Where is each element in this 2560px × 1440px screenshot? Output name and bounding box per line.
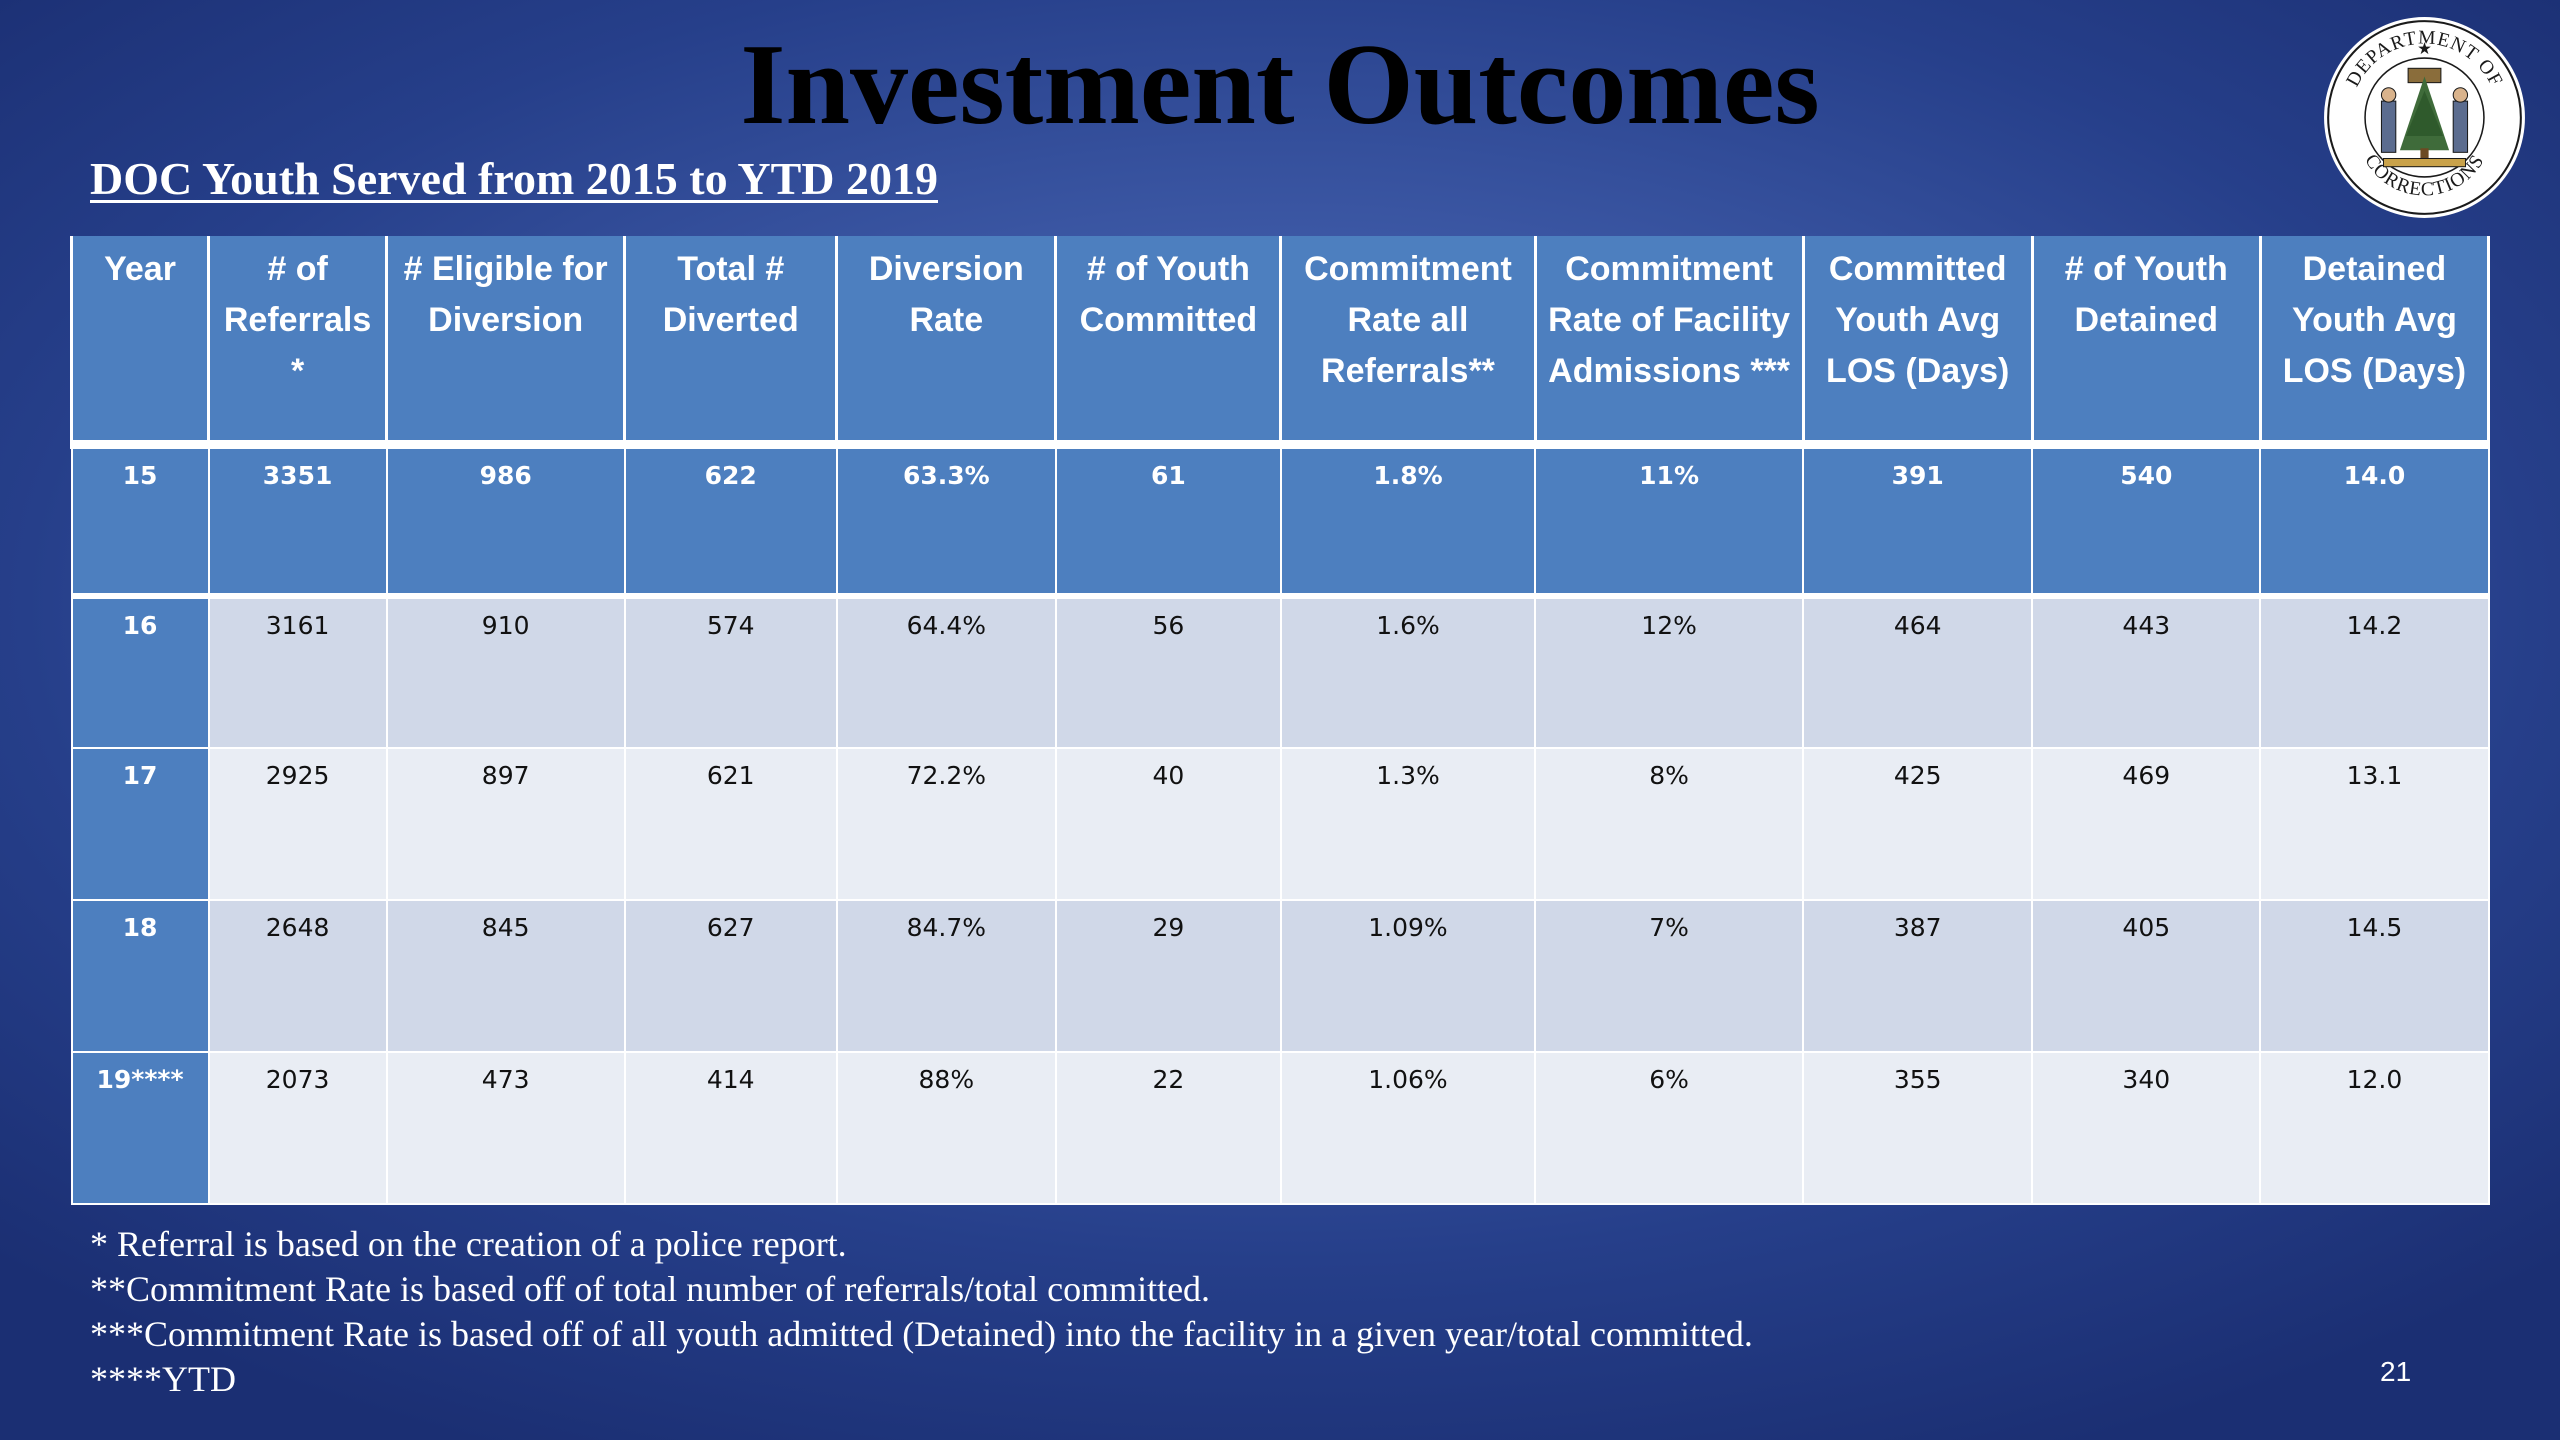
table-cell: 56 <box>1054 595 1282 749</box>
header-committed-avg-los: Committed Youth Avg LOS (Days) <box>1801 236 2034 449</box>
page-number: 21 <box>2380 1356 2412 1387</box>
table-cell: 414 <box>623 1051 838 1205</box>
table-cell: 2925 <box>207 747 388 901</box>
header-eligible-for-diversion: # Eligible for Diversion <box>385 236 627 449</box>
table-cell: 405 <box>2031 899 2262 1053</box>
header-commitment-rate-referrals: Commitment Rate all Referrals** <box>1279 236 1537 449</box>
table-cell: 621 <box>623 747 838 901</box>
table-cell: 1.3% <box>1279 747 1537 901</box>
table-cell: 622 <box>623 443 838 599</box>
table-row: 15 3351 986 622 63.3% 61 1.8% 11% 391 54… <box>70 443 2490 599</box>
table-cell: 1.8% <box>1279 443 1537 599</box>
header-detained-avg-los: Detained Youth Avg LOS (Days) <box>2258 236 2491 449</box>
table-cell: 464 <box>1802 595 2034 749</box>
year-cell: 15 <box>70 443 210 599</box>
table-row: 18 2648 845 627 84.7% 29 1.09% 7% 387 40… <box>70 899 2490 1053</box>
table-cell: 14.0 <box>2259 443 2490 599</box>
table-cell: 986 <box>385 443 626 599</box>
table-row: 16 3161 910 574 64.4% 56 1.6% 12% 464 44… <box>70 595 2490 749</box>
table-cell: 72.2% <box>835 747 1057 901</box>
year-cell: 18 <box>70 899 210 1053</box>
year-cell: 16 <box>70 595 210 749</box>
table-cell: 8% <box>1534 747 1805 901</box>
table-cell: 3161 <box>207 595 388 749</box>
table-cell: 627 <box>623 899 838 1053</box>
table-cell: 6% <box>1534 1051 1805 1205</box>
table-cell: 340 <box>2031 1051 2262 1205</box>
table-cell: 63.3% <box>835 443 1057 599</box>
table-header-row: Year # of Referrals * # Eligible for Div… <box>69 236 2491 449</box>
table-cell: 29 <box>1054 899 1282 1053</box>
table-cell: 845 <box>385 899 626 1053</box>
footnote: ***Commitment Rate is based off of all y… <box>90 1314 1753 1354</box>
table-cell: 12.0 <box>2259 1051 2490 1205</box>
table-cell: 387 <box>1802 899 2034 1053</box>
table-cell: 14.5 <box>2259 899 2490 1053</box>
table-cell: 897 <box>385 747 626 901</box>
table-cell: 3351 <box>207 443 388 599</box>
table-cell: 355 <box>1802 1051 2034 1205</box>
table-cell: 22 <box>1054 1051 1282 1205</box>
table-cell: 40 <box>1054 747 1282 901</box>
table-cell: 2073 <box>207 1051 388 1205</box>
header-total-diverted: Total # Diverted <box>623 236 839 449</box>
svg-text:★: ★ <box>2417 39 2432 58</box>
footnote: ****YTD <box>90 1359 236 1399</box>
table-cell: 7% <box>1534 899 1805 1053</box>
header-youth-detained: # of Youth Detained <box>2030 236 2262 449</box>
footnote: * Referral is based on the creation of a… <box>90 1224 847 1264</box>
slide-title: Investment Outcomes <box>740 21 1820 149</box>
department-seal-logo: DEPARTMENT OF CORRECTIONS ★ <box>2324 17 2525 218</box>
footnote: **Commitment Rate is based off of total … <box>90 1269 1211 1309</box>
header-referrals: # of Referrals * <box>207 236 389 449</box>
table-row: 17 2925 897 621 72.2% 40 1.3% 8% 425 469… <box>70 747 2490 901</box>
table-cell: 14.2 <box>2259 595 2490 749</box>
table-cell: 391 <box>1802 443 2034 599</box>
slide-subtitle: DOC Youth Served from 2015 to YTD 2019 <box>90 153 938 204</box>
table-cell: 473 <box>385 1051 626 1205</box>
table-cell: 425 <box>1802 747 2034 901</box>
header-year: Year <box>69 236 211 449</box>
header-youth-committed: # of Youth Committed <box>1054 236 1283 449</box>
table-cell: 574 <box>623 595 838 749</box>
table-row: 19**** 2073 473 414 88% 22 1.06% 6% 355 … <box>70 1051 2490 1205</box>
header-commitment-rate-facility: Commitment Rate of Facility Admissions *… <box>1533 236 1805 449</box>
header-diversion-rate: Diversion Rate <box>835 236 1058 449</box>
year-cell: 17 <box>70 747 210 901</box>
youth-served-table: Year # of Referrals * # Eligible for Div… <box>69 236 2491 1205</box>
year-cell: 19**** <box>70 1051 210 1205</box>
table-cell: 1.09% <box>1279 899 1537 1053</box>
table-cell: 13.1 <box>2259 747 2490 901</box>
footnotes: * Referral is based on the creation of a… <box>90 1222 1753 1402</box>
table-cell: 88% <box>835 1051 1057 1205</box>
table-cell: 84.7% <box>835 899 1057 1053</box>
table-cell: 2648 <box>207 899 388 1053</box>
table-cell: 61 <box>1054 443 1282 599</box>
table-cell: 469 <box>2031 747 2262 901</box>
table-cell: 64.4% <box>835 595 1057 749</box>
table-cell: 11% <box>1534 443 1805 599</box>
table-cell: 1.06% <box>1279 1051 1537 1205</box>
table-cell: 910 <box>385 595 626 749</box>
table-cell: 12% <box>1534 595 1805 749</box>
table-cell: 1.6% <box>1279 595 1537 749</box>
table-cell: 540 <box>2031 443 2262 599</box>
table-cell: 443 <box>2031 595 2262 749</box>
